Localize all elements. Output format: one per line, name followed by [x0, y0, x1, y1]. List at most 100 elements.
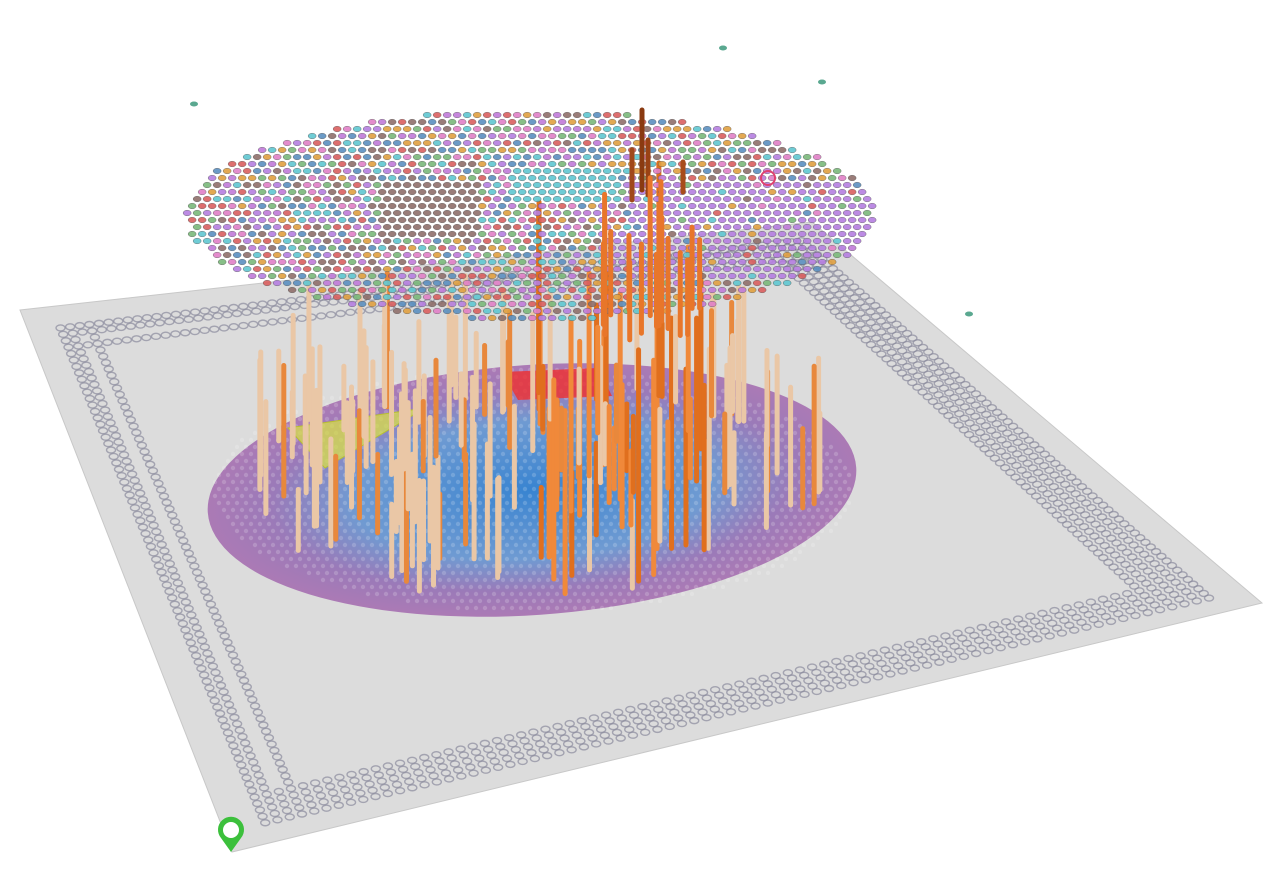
fiducial: [230, 657, 241, 666]
fiducial: [912, 361, 924, 369]
tissue-spot: [837, 514, 843, 520]
tissue-spot: [374, 563, 380, 569]
tissue-spot: [648, 584, 654, 590]
cloud-spot: [612, 308, 622, 315]
cloud-spot: [202, 195, 212, 202]
cloud-spot: [527, 188, 537, 195]
tissue-spot: [545, 563, 551, 569]
tissue-spot: [747, 444, 753, 450]
cloud-spot: [312, 139, 322, 146]
tissue-spot: [828, 444, 834, 450]
cloud-spot: [362, 280, 372, 287]
fiducial: [976, 623, 987, 632]
cloud-spot: [337, 244, 347, 251]
cloud-spot: [632, 237, 642, 244]
fiducial: [844, 673, 855, 682]
cloud-spot: [517, 259, 527, 266]
tissue-spot: [675, 542, 681, 548]
cloud-spot: [772, 266, 782, 273]
cloud-spot: [827, 244, 837, 251]
tissue-spot: [342, 514, 348, 520]
tissue-spot: [554, 591, 560, 597]
cloud-spot: [527, 287, 537, 294]
cloud-spot: [462, 181, 472, 188]
tissue-spot: [599, 577, 605, 583]
tissue-spot: [770, 423, 776, 429]
tissue-spot: [689, 591, 695, 597]
cloud-spot: [552, 167, 562, 174]
cloud-spot: [662, 209, 672, 216]
tissue-spot: [441, 514, 447, 520]
fiducial: [1191, 597, 1202, 605]
cloud-spot: [807, 202, 817, 209]
cloud-spot: [662, 139, 672, 146]
tissue-spot: [612, 514, 618, 520]
fiducial: [555, 728, 567, 736]
cloud-spot: [587, 202, 597, 209]
tissue-spot: [581, 465, 587, 471]
cloud-spot: [277, 146, 287, 153]
tissue-spot: [531, 570, 537, 576]
cloud-spot: [262, 280, 272, 287]
cloud-spot: [407, 146, 417, 153]
cloud-spot: [527, 132, 537, 139]
tissue-spot: [342, 528, 348, 534]
cloud-spot: [722, 153, 732, 160]
tissue-spot: [477, 486, 483, 492]
fiducial: [851, 665, 863, 673]
tissue-spot: [828, 528, 834, 534]
cloud-spot: [467, 273, 477, 280]
cloud-spot: [347, 244, 357, 251]
cloud-spot: [357, 287, 367, 294]
cloud-spot: [577, 188, 587, 195]
fiducial: [212, 703, 223, 711]
cloud-spot: [302, 209, 312, 216]
cloud-spot: [562, 195, 572, 202]
cloud-spot: [302, 181, 312, 188]
fiducial: [860, 676, 872, 684]
cloud-spot: [277, 230, 287, 237]
fiducial: [1133, 545, 1145, 554]
fiducial: [799, 690, 810, 699]
cloud-spot: [322, 223, 332, 230]
fiducial: [273, 787, 285, 796]
cloud-spot: [747, 216, 757, 223]
cloud-spot: [267, 202, 277, 209]
cloud-spot: [372, 209, 382, 216]
tissue-spot: [342, 556, 348, 562]
cloud-spot: [452, 125, 462, 132]
fiducial: [103, 365, 114, 373]
fiducial: [218, 688, 229, 696]
tissue-spot: [675, 486, 681, 492]
fiducial: [108, 425, 119, 433]
tissue-spot: [257, 507, 263, 513]
cloud-spot: [252, 153, 262, 160]
cloud-spot: [537, 244, 547, 251]
cloud-spot: [517, 287, 527, 294]
tissue-spot: [477, 402, 483, 408]
cloud-spot: [542, 139, 552, 146]
tissue-spot: [338, 465, 344, 471]
fiducial: [685, 711, 696, 719]
fiducial: [624, 725, 635, 734]
tissue-spot: [675, 570, 681, 576]
fiducial: [896, 325, 907, 333]
tissue-spot: [792, 556, 798, 562]
fiducial: [202, 594, 214, 602]
cloud-spot: [852, 209, 862, 216]
cloud-spot: [617, 160, 627, 167]
fiducial: [318, 798, 329, 806]
cloud-spot: [402, 266, 412, 273]
cloud-spot: [472, 167, 482, 174]
cloud-spot: [567, 273, 577, 280]
fiducial: [590, 740, 602, 748]
cloud-spot: [722, 223, 732, 230]
fiducial: [213, 675, 224, 683]
tissue-spot: [608, 591, 614, 597]
cloud-spot: [292, 139, 302, 146]
fiducial: [461, 757, 473, 765]
fiducial: [954, 398, 965, 406]
tissue-spot: [378, 444, 384, 450]
tissue-spot: [324, 514, 330, 520]
fiducial: [131, 335, 142, 343]
